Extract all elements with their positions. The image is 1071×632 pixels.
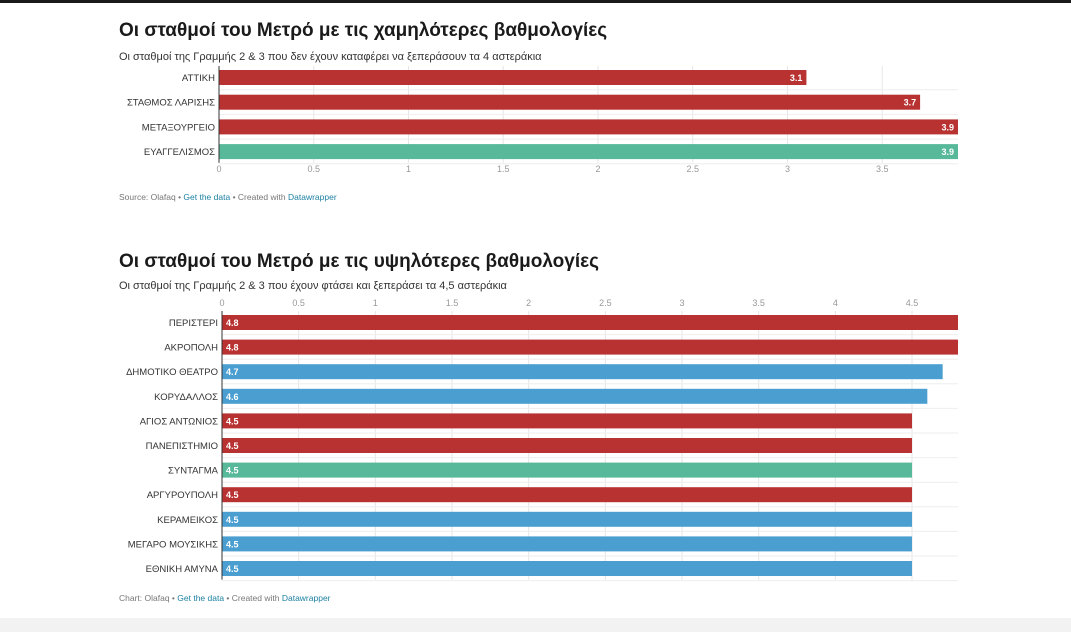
category-label: ΚΟΡΥΔΑΛΛΟΣ [154,392,218,403]
datawrapper-link[interactable]: Datawrapper [281,593,331,603]
footer-created-with: • Created with [230,192,288,202]
bar [222,536,912,552]
get-the-data-link[interactable]: Get the data [183,192,231,202]
category-label: ΕΘΝΙΚΗ ΑΜΥΝΑ [146,564,219,575]
chart-subtitle: Οι σταθμοί της Γραμμής 2 & 3 που δεν έχο… [119,51,542,63]
axis-tick-label: 2.5 [599,298,612,308]
category-label: ΑΓΙΟΣ ΑΝΤΩΝΙΟΣ [140,416,218,427]
data-label: 4.5 [226,416,239,426]
axis-tick-label: 1.5 [497,164,510,174]
footer-created-with: • Created with [224,593,282,603]
category-label: ΜΕΤΑΞΟΥΡΓΕΙΟ [142,122,215,133]
chart-title: Οι σταθμοί του Μετρό με τις υψηλότερες β… [119,251,600,272]
bar-chart-highest: 0 0.5 1 1.5 2 2.5 3 3.5 4 4.5 ΠΕΡΙΣΤΕΡΙ 4.8 ΑΚΡΟΠΟΛΗ… [126,298,958,582]
category-label: ΚΕΡΑΜΕΙΚΟΣ [157,515,218,526]
category-label: ΔΗΜΟΤΙΚΟ ΘΕΑΤΡΟ [126,367,218,378]
axis-tick-label: 0.5 [307,164,320,174]
data-label: 4.5 [226,466,239,476]
data-label: 4.8 [226,343,239,353]
axis-tick-label: 0 [216,164,221,174]
category-label: ΣΥΝΤΑΓΜΑ [168,466,219,477]
data-label: 4.6 [226,392,239,402]
bar [219,70,807,85]
bar-chart-lowest: 0 0.5 1 1.5 2 2.5 3 3.5 ΑΤΤΙΚΗ 3.1 ΣΤΑΘΜΟΣ ΛΑΡΙΣΗΣ… [127,66,958,174]
axis-tick-label: 1.5 [446,298,459,308]
axis-tick-label: 4.5 [906,298,919,308]
data-label: 4.5 [226,441,239,451]
axis-tick-label: 2 [595,164,600,174]
bottom-band [0,618,1071,632]
axis-tick-label: 4 [833,298,838,308]
axis-tick-label: 3 [679,298,684,308]
data-label: 4.5 [226,490,239,500]
axis-tick-label: 0.5 [292,298,305,308]
footer-source: Source: Olafaq [119,192,176,202]
bar [222,487,912,503]
category-label: ΕΥΑΓΓΕΛΙΣΜΟΣ [144,147,215,158]
bar [222,413,912,429]
bar [222,364,943,380]
axis-tick-label: 3.5 [876,164,889,174]
data-label: 3.1 [790,73,803,83]
bar [222,315,958,330]
category-label: ΜΕΓΑΡΟ ΜΟΥΣΙΚΗΣ [128,539,218,550]
chart-subtitle: Οι σταθμοί της Γραμμής 2 & 3 που έχουν φ… [119,280,507,292]
chart-footer: Source: Olafaq • Get the data • Created … [119,192,337,202]
bar [219,144,958,160]
bar [222,511,912,527]
bar [219,94,921,110]
footer-separator: • [169,593,178,603]
bar [222,438,912,453]
bar [222,339,958,355]
axis-tick-label: 1 [373,298,378,308]
data-label: 3.9 [941,122,954,132]
category-label: ΑΤΤΙΚΗ [182,73,215,84]
bar [219,119,958,135]
data-label: 4.5 [226,515,239,525]
category-label: ΑΚΡΟΠΟΛΗ [164,343,218,354]
category-label: ΑΡΓΥΡΟΥΠΟΛΗ [147,490,218,501]
axis-tick-label: 2.5 [686,164,699,174]
category-label: ΠΑΝΕΠΙΣΤΗΜΙΟ [146,441,218,452]
data-label: 4.7 [226,367,239,377]
data-label: 4.5 [226,539,239,549]
data-label: 3.7 [904,98,917,108]
bar [222,388,928,404]
axis-tick-label: 0 [219,298,224,308]
category-label: ΣΤΑΘΜΟΣ ΛΑΡΙΣΗΣ [127,98,215,109]
datawrapper-link[interactable]: Datawrapper [287,192,337,202]
chart-title: Οι σταθμοί του Μετρό με τις χαμηλότερες … [119,20,608,41]
data-label: 4.8 [226,318,239,328]
category-label: ΠΕΡΙΣΤΕΡΙ [169,318,218,329]
top-border [0,0,1071,3]
footer-separator: • [175,192,184,202]
axis-tick-label: 2 [526,298,531,308]
chart-footer: Chart: Olafaq • Get the data • Created w… [119,593,331,603]
get-the-data-link[interactable]: Get the data [177,593,225,603]
axis-tick-label: 3.5 [752,298,765,308]
axis-tick-label: 1 [406,164,411,174]
bar [222,462,912,478]
data-label: 3.9 [941,147,954,157]
bar [222,561,912,576]
data-label: 4.5 [226,564,239,574]
footer-source: Chart: Olafaq [119,593,170,603]
axis-tick-label: 3 [785,164,790,174]
